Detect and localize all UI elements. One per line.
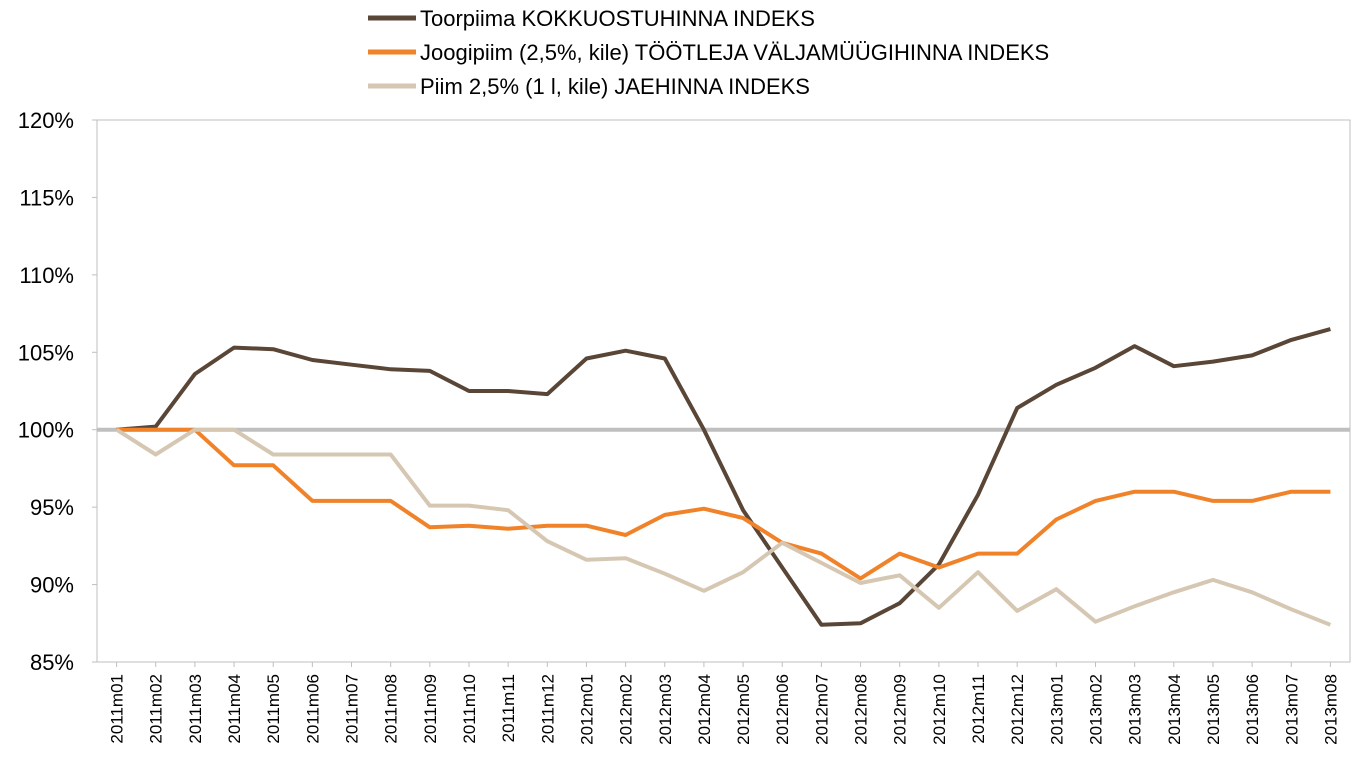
x-tick-label: 2011m10: [460, 674, 479, 744]
legend-label: Joogipiim (2,5%, kile) TÖÖTLEJA VÄLJAMÜÜ…: [420, 40, 1049, 65]
x-tick-label: 2012m03: [656, 674, 675, 745]
y-tick-label: 90%: [30, 573, 74, 598]
x-tick-label: 2013m05: [1204, 674, 1223, 745]
x-tick-label: 2011m04: [225, 674, 244, 744]
y-tick-label: 120%: [18, 108, 74, 133]
x-tick-label: 2011m05: [264, 674, 283, 744]
x-tick-label: 2011m09: [421, 674, 440, 744]
y-tick-label: 110%: [19, 263, 74, 288]
x-tick-label: 2012m07: [812, 674, 831, 745]
x-tick-label: 2011m01: [108, 674, 127, 744]
x-tick-label: 2013m04: [1165, 674, 1184, 745]
x-tick-label: 2011m12: [538, 674, 557, 744]
y-tick-label: 115%: [19, 185, 74, 210]
legend-label: Piim 2,5% (1 l, kile) JAEHINNA INDEKS: [420, 74, 810, 99]
y-tick-label: 100%: [18, 418, 74, 443]
x-tick-label: 2011m06: [303, 674, 322, 744]
x-tick-label: 2013m07: [1282, 674, 1301, 745]
x-tick-label: 2013m08: [1321, 674, 1340, 745]
x-tick-label: 2011m03: [186, 674, 205, 744]
x-tick-label: 2012m06: [773, 674, 792, 745]
plot-frame: [96, 119, 1351, 663]
x-tick-label: 2012m02: [617, 674, 636, 745]
legend-label: Toorpiima KOKKUOSTUHINNA INDEKS: [420, 6, 815, 31]
series-line: [116, 327, 1331, 627]
x-tick-label: 2013m01: [1047, 674, 1066, 745]
y-tick-label: 105%: [18, 340, 74, 365]
series-line: [115, 427, 1332, 627]
x-tick-label: 2011m07: [343, 674, 362, 744]
x-tick-label: 2011m08: [382, 674, 401, 744]
x-tick-label: 2012m08: [852, 674, 871, 745]
y-tick-label: 85%: [30, 650, 74, 675]
x-tick-label: 2012m04: [695, 674, 714, 745]
x-tick-label: 2013m06: [1243, 674, 1262, 745]
x-tick-label: 2012m09: [891, 674, 910, 745]
series-line: [116, 427, 1331, 581]
y-tick-label: 95%: [30, 495, 74, 520]
x-tick-label: 2012m05: [734, 674, 753, 745]
x-tick-label: 2011m11: [499, 674, 518, 742]
x-tick-label: 2012m11: [969, 674, 988, 744]
x-tick-label: 2011m02: [147, 674, 166, 744]
x-tick-label: 2013m02: [1086, 674, 1105, 745]
x-tick-label: 2013m03: [1126, 674, 1145, 745]
x-tick-label: 2012m01: [577, 674, 596, 745]
x-tick-label: 2012m10: [930, 674, 949, 745]
x-tick-label: 2012m12: [1008, 674, 1027, 745]
